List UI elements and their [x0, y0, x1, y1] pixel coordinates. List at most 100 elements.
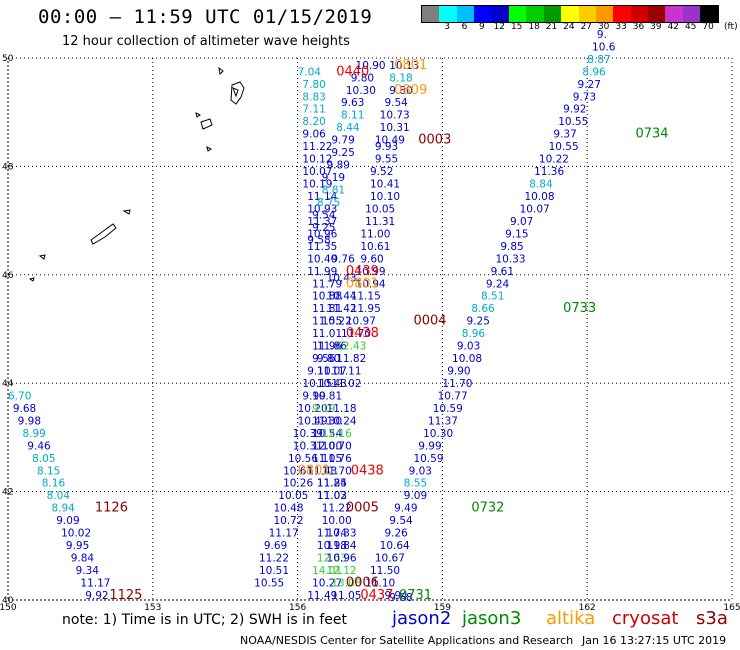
scale-swatch	[422, 6, 440, 22]
wave-height-point: 8.66	[471, 303, 495, 315]
scale-swatch	[648, 6, 666, 22]
scale-tick-label: 24	[563, 22, 575, 32]
x-tick-label: 156	[289, 603, 306, 613]
wave-height-point: 7.80	[302, 79, 325, 91]
wave-height-point: 9.95	[66, 540, 89, 552]
wave-height-point: 9.10	[307, 366, 330, 378]
scale-tick-label: 39	[650, 22, 662, 32]
wave-height-point: 11.17	[269, 528, 299, 540]
island-1	[230, 81, 245, 105]
scale-swatch	[526, 6, 544, 22]
pass-time-label: 0733	[563, 301, 596, 316]
wave-height-point: 9.85	[500, 241, 523, 253]
wave-height-point: 9.76	[331, 253, 355, 265]
pass-time-label: 0801	[346, 276, 379, 291]
wave-height-point: 10.30	[423, 428, 453, 440]
wave-height-point: 12.63	[317, 553, 347, 565]
credit-timestamp: Jan 16 13:27:15 UTC 2019	[582, 634, 727, 647]
wave-height-point: 11.22	[302, 141, 332, 153]
wave-height-point: 10.59	[413, 453, 443, 465]
wave-height-point: 9.37	[553, 129, 576, 141]
wave-height-point: 9.61	[491, 266, 514, 278]
wave-height-point: 10.31	[380, 122, 410, 134]
wave-height-point: 11.70	[322, 465, 352, 477]
wave-height-point: 10.54	[312, 428, 342, 440]
wave-height-point: 10.27	[312, 577, 342, 589]
wave-height-point: 11.05	[331, 590, 361, 602]
wave-height-point: 10.90	[356, 60, 386, 72]
wave-height-point: 10.96	[307, 228, 337, 240]
pass-time-label: 0437	[360, 588, 393, 603]
wave-height-point: 11.25	[317, 478, 347, 490]
scale-tick-label: 36	[632, 22, 645, 32]
pass-time-label: 0439	[346, 264, 379, 279]
wave-height-point: 9.80	[389, 85, 412, 97]
y-tick-label: 44	[2, 379, 14, 389]
wave-height-point: 11.95	[351, 303, 381, 315]
wave-height-point: 11.30	[312, 415, 342, 427]
wave-height-point: 10.24	[327, 415, 357, 427]
chart-subtitle: 12 hour collection of altimeter wave hei…	[62, 34, 350, 49]
wave-height-point: 8.83	[302, 91, 325, 103]
wave-height-point: 10.05	[365, 203, 395, 215]
wave-height-point: 11.18	[327, 403, 357, 415]
wave-height-point: 9.93	[375, 141, 398, 153]
wave-height-point: 10.81	[312, 390, 342, 402]
wave-height-point: 9.25	[331, 147, 354, 159]
wave-height-point: 8.15	[37, 465, 60, 477]
coastline-islands	[28, 66, 245, 282]
wave-height-point: 10.12	[302, 154, 332, 166]
wave-height-point: 11.14	[307, 191, 337, 203]
scale-swatch	[682, 6, 701, 22]
wave-height-point: 11.50	[370, 565, 400, 577]
wave-height-point: 11.49	[307, 590, 337, 602]
x-tick-label: 150	[0, 603, 17, 613]
scale-tick-label: 27	[580, 22, 593, 32]
color-scale-bar	[421, 5, 719, 23]
scale-swatch	[474, 6, 492, 22]
wave-height-point: 9.80	[351, 72, 374, 84]
wave-height-point: 10.39	[293, 428, 323, 440]
wave-height-point: 9.98	[18, 415, 41, 427]
island-3	[218, 66, 224, 76]
wave-height-point: 10.55	[549, 141, 579, 153]
wave-height-point: 11.03	[317, 490, 347, 502]
scale-tick-label: 45	[684, 22, 697, 32]
wave-height-point: 9.92	[85, 590, 108, 602]
wave-height-point: 9.58	[307, 234, 330, 246]
wave-height-point: 6.70	[8, 390, 31, 402]
pass-time-label: 0734	[635, 127, 668, 142]
wave-height-point: 9.55	[375, 154, 398, 166]
wave-height-point: 9.06	[302, 129, 326, 141]
wave-height-point: 12.43	[336, 341, 366, 353]
scale-tick-label: 3	[444, 22, 450, 32]
wave-height-point: 10.20	[298, 403, 328, 415]
wave-height-point: 11.96	[312, 341, 342, 353]
wave-height-point: 10.30	[346, 85, 376, 97]
scale-tick-label: 18	[528, 22, 540, 32]
scale-tick-label: 33	[615, 22, 627, 32]
wave-height-point: 10.22	[539, 154, 569, 166]
wave-height-point: 12.12	[327, 565, 357, 577]
wave-height-point: 10.93	[307, 203, 337, 215]
x-tick-label: 165	[723, 603, 740, 613]
wave-height-point: 10.49	[375, 135, 405, 147]
wave-height-point: 10.44	[327, 291, 357, 303]
scale-unit-label: (ft)	[724, 22, 738, 32]
island-2	[232, 87, 239, 98]
wave-height-point: 11.76	[322, 453, 352, 465]
scale-tick-label: 15	[510, 22, 523, 32]
wave-height-point: 10.02	[61, 528, 91, 540]
wave-height-point: 10.40	[307, 253, 337, 265]
pass-time-label: 0003	[418, 133, 451, 148]
wave-height-point: 9.73	[573, 91, 596, 103]
wave-height-point: 9.99	[302, 390, 325, 402]
pass-time-label: 0801	[394, 58, 427, 73]
scale-swatch	[543, 6, 562, 22]
wave-height-point: 10.13	[389, 60, 419, 72]
wave-height-point: 10.64	[380, 540, 410, 552]
wave-height-point: 8.04	[47, 490, 71, 502]
wave-height-point: 9.89	[327, 160, 350, 172]
wave-height-point: 11.74	[317, 528, 347, 540]
